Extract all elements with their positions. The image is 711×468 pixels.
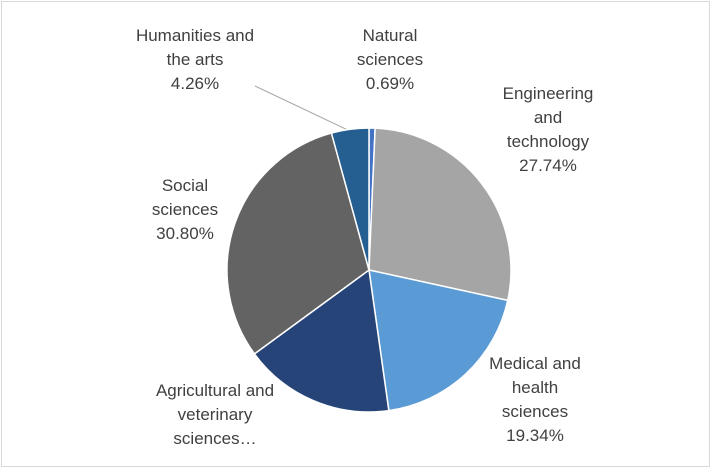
data-label: Humanities and the arts 4.26% xyxy=(130,24,260,96)
value-label: 4.26% xyxy=(170,74,220,93)
data-label: Natural sciences 0.69% xyxy=(345,24,435,96)
data-label: Agricultural and veterinary sciences… xyxy=(145,379,285,451)
value-label: 27.74% xyxy=(519,156,577,175)
pie-slice xyxy=(368,269,509,412)
category-label: Agricultural and veterinary sciences… xyxy=(155,381,275,448)
category-label: Engineering and technology xyxy=(502,84,594,151)
category-label: Social sciences xyxy=(151,176,219,219)
category-label: Medical and health sciences xyxy=(489,354,581,421)
category-label: Natural sciences xyxy=(356,26,424,69)
leader-line xyxy=(254,85,353,133)
pie-slice xyxy=(368,127,512,302)
pie-slice xyxy=(330,127,370,271)
category-label: Humanities and the arts xyxy=(135,26,255,69)
value-label: 30.80% xyxy=(156,224,214,243)
data-label: Engineering and technology 27.74% xyxy=(493,82,603,178)
pie-slice xyxy=(226,132,370,355)
value-label: 0.69% xyxy=(365,74,415,93)
data-label: Medical and health sciences 19.34% xyxy=(485,352,585,448)
value-label: 19.34% xyxy=(506,426,564,445)
data-label: Social sciences 30.80% xyxy=(140,174,230,246)
pie-slice xyxy=(253,268,390,413)
